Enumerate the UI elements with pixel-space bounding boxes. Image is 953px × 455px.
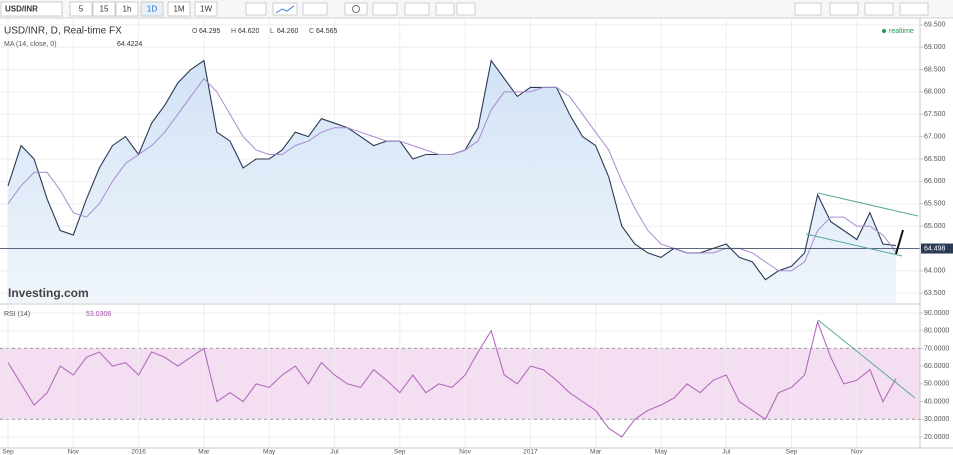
y-tick-label: 40.0000: [924, 398, 949, 405]
draw-icon[interactable]: [302, 2, 328, 16]
y-tick-label: 67.500: [924, 111, 946, 118]
y-tick-label: 80.0000: [924, 328, 949, 335]
x-tick-label: May: [655, 449, 668, 455]
ma-legend: MA (14, close, 0): [4, 41, 57, 48]
redo-icon[interactable]: [456, 2, 476, 16]
y-tick-label: 20.0000: [924, 434, 949, 441]
ohlc-label: L: [270, 28, 274, 35]
chart-title: USD/INR, D, Real-time FX: [4, 26, 122, 37]
x-tick-label: Nov: [68, 449, 80, 455]
indicator-icon[interactable]: [372, 2, 398, 16]
y-tick-label: 70.0000: [924, 345, 949, 352]
y-tick-label: 69.000: [924, 44, 946, 51]
y-tick-label: 68.000: [924, 89, 946, 96]
rsi-value: 53.0306: [86, 311, 111, 318]
x-tick-label: Mar: [590, 449, 602, 455]
toolbar-icons: [245, 2, 929, 16]
x-tick-label: Nov: [851, 449, 863, 455]
x-tick-label: Jul: [330, 449, 339, 455]
x-tick-label: Nov: [459, 449, 471, 455]
y-tick-label: 68.500: [924, 66, 946, 73]
compare-icon[interactable]: [404, 2, 430, 16]
save-icon[interactable]: [899, 2, 929, 16]
x-tick-label: Jul: [722, 449, 731, 455]
interval[interactable]: 15: [100, 5, 109, 14]
interval-button[interactable]: [140, 1, 164, 17]
y-tick-label: 65.000: [924, 223, 946, 230]
camera-icon[interactable]: [794, 2, 822, 16]
x-tick-label: Sep: [786, 449, 798, 455]
interval-button[interactable]: [92, 1, 116, 17]
y-tick-label: 60.0000: [924, 363, 949, 370]
y-tick-label: 67.000: [924, 133, 946, 140]
trendline: [817, 319, 916, 399]
y-tick-label: 50.0000: [924, 381, 949, 388]
toolbar-bg: [0, 0, 953, 18]
interval[interactable]: 1D: [147, 5, 157, 14]
ohlc: O 64.295 H 64.620 L 64.260 C 64.565: [192, 28, 338, 35]
labels: 63.50064.00064.50065.00065.50066.00066.5…: [2, 22, 953, 455]
y-tick-label: 63.500: [924, 290, 946, 297]
ohlc-value: 64.620: [238, 28, 260, 35]
candle-icon[interactable]: [245, 2, 267, 16]
ma-value: 64.4224: [117, 41, 142, 48]
settings-icon[interactable]: [344, 2, 368, 16]
y-tick-label: 66.000: [924, 178, 946, 185]
rsi-line: [7, 319, 897, 438]
watermark: Investing.com: [8, 286, 89, 300]
trendline: [895, 229, 904, 255]
price-tag: [921, 243, 953, 254]
interval-button[interactable]: [194, 1, 218, 17]
rsi-legend: RSI (14): [4, 311, 30, 318]
status: realtime: [889, 28, 914, 35]
interval-button[interactable]: [69, 1, 93, 17]
y-tick-label: 69.500: [924, 22, 946, 29]
x-tick-label: Sep: [394, 449, 406, 455]
x-tick-label: 2017: [523, 449, 538, 455]
undo-icon[interactable]: [435, 2, 455, 16]
ohlc-value: 64.260: [277, 28, 299, 35]
interval[interactable]: 1h: [123, 5, 132, 14]
rsi-band: [0, 348, 920, 420]
trendlines: [805, 192, 919, 399]
symbol-box[interactable]: [0, 1, 63, 17]
y-tick-label: 90.0000: [924, 310, 949, 317]
interval[interactable]: 5: [79, 5, 84, 14]
cloud-icon[interactable]: [864, 2, 894, 16]
gear: [352, 5, 360, 13]
trendline: [805, 233, 903, 257]
x-tick-label: May: [263, 449, 276, 455]
ma-line: [7, 77, 897, 272]
ohlc-value: 64.565: [316, 28, 338, 35]
interval-button[interactable]: [115, 1, 139, 17]
ohlc-label: O: [192, 28, 198, 35]
status-dot: [882, 29, 886, 33]
price-area: [8, 60, 896, 303]
interval[interactable]: 1W: [200, 5, 212, 14]
symbol[interactable]: USD/INR: [5, 5, 38, 14]
x-tick-label: Sep: [2, 449, 14, 455]
y-tick-label: 30.0000: [924, 416, 949, 423]
x-tick-label: 2016: [131, 449, 146, 455]
ohlc-value: 64.295: [199, 28, 221, 35]
interval-button[interactable]: [167, 1, 191, 17]
area-glyph: [275, 5, 295, 14]
color-icon[interactable]: [829, 2, 859, 16]
ohlc-label: H: [231, 28, 236, 35]
trendline: [817, 192, 919, 217]
x-tick-label: Mar: [198, 449, 210, 455]
area-icon[interactable]: [272, 2, 298, 16]
marks: [0, 59, 920, 438]
y-tick-label: 64.000: [924, 268, 946, 275]
price-tag-label: 64.498: [924, 245, 946, 252]
y-tick-label: 65.500: [924, 201, 946, 208]
toolbar: USD/INR 5 15 1h 1D 1M 1W: [0, 0, 953, 19]
ohlc-label: C: [309, 28, 314, 35]
interval[interactable]: 1M: [173, 5, 184, 14]
y-tick-label: 66.500: [924, 156, 946, 163]
